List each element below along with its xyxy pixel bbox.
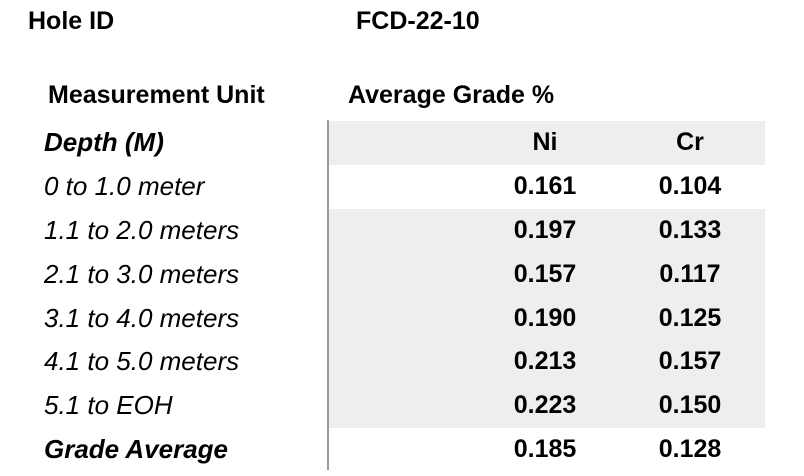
table-row: 4.1 to 5.0 meters 0.213 0.157 bbox=[0, 339, 804, 384]
depth-column-header: Depth (M) bbox=[44, 127, 164, 158]
grade-average-label: Grade Average bbox=[44, 433, 229, 464]
table-row: 2.1 to 3.0 meters 0.157 0.117 bbox=[0, 252, 804, 297]
cr-average-cell: 0.128 bbox=[658, 434, 722, 463]
ni-column-header: Ni bbox=[532, 128, 558, 157]
hole-id-value: FCD-22-10 bbox=[356, 7, 480, 35]
ni-cell: 0.197 bbox=[513, 215, 577, 244]
table-row: 1.1 to 2.0 meters 0.197 0.133 bbox=[0, 208, 804, 253]
ni-average-cell: 0.185 bbox=[513, 434, 577, 463]
grade-table: Depth (M) Ni Cr 0 to 1.0 meter 0.161 0.1… bbox=[0, 121, 804, 471]
column-divider bbox=[327, 120, 329, 470]
ni-cell: 0.190 bbox=[513, 303, 577, 332]
depth-cell: 4.1 to 5.0 meters bbox=[44, 346, 240, 377]
table-header-row: Depth (M) Ni Cr bbox=[0, 121, 804, 165]
ni-cell: 0.157 bbox=[513, 259, 577, 288]
cr-cell: 0.133 bbox=[658, 215, 722, 244]
depth-cell: 0 to 1.0 meter bbox=[44, 171, 205, 202]
table-row: 5.1 to EOH 0.223 0.150 bbox=[0, 383, 804, 428]
grade-average-row: Grade Average 0.185 0.128 bbox=[0, 428, 804, 472]
depth-cell: 3.1 to 4.0 meters bbox=[44, 302, 240, 333]
ni-cell: 0.223 bbox=[513, 391, 577, 420]
cr-cell: 0.104 bbox=[658, 172, 722, 201]
cr-cell: 0.117 bbox=[659, 259, 721, 288]
ni-cell: 0.213 bbox=[513, 347, 577, 376]
table-row: 3.1 to 4.0 meters 0.190 0.125 bbox=[0, 296, 804, 340]
cr-cell: 0.125 bbox=[658, 303, 722, 332]
cr-cell: 0.150 bbox=[658, 391, 722, 420]
cr-cell: 0.157 bbox=[658, 347, 722, 376]
measurement-unit-label: Measurement Unit bbox=[48, 81, 265, 109]
cr-column-header: Cr bbox=[676, 128, 704, 157]
hole-id-label: Hole ID bbox=[28, 7, 115, 35]
depth-cell: 2.1 to 3.0 meters bbox=[44, 258, 240, 289]
ni-cell: 0.161 bbox=[513, 172, 577, 201]
table-row: 0 to 1.0 meter 0.161 0.104 bbox=[0, 165, 804, 209]
depth-cell: 5.1 to EOH bbox=[44, 390, 173, 421]
average-grade-label: Average Grade % bbox=[348, 81, 555, 109]
depth-cell: 1.1 to 2.0 meters bbox=[44, 214, 240, 245]
